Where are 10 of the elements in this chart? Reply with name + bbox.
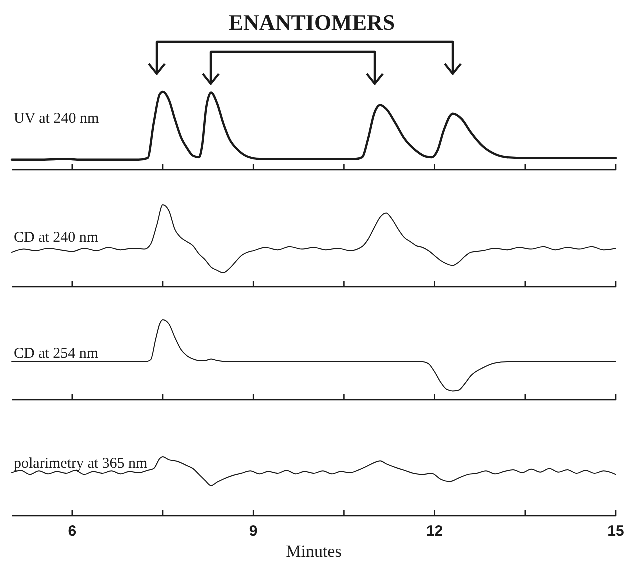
text: UV at 240 nm bbox=[14, 111, 100, 127]
x-tick-label: 12 bbox=[426, 523, 444, 540]
x-tick-label: 6 bbox=[68, 523, 77, 540]
series-label: CD at 254 nm bbox=[14, 346, 99, 362]
text: ENANTIOMERS bbox=[228, 10, 396, 35]
x-tick-label: 9 bbox=[249, 523, 258, 540]
x-axis-title: Minutes bbox=[286, 542, 342, 561]
x-tick-label: 15 bbox=[608, 523, 624, 540]
series-label: CD at 240 nm bbox=[14, 230, 99, 246]
series-label: polarimetry at 365 nm bbox=[14, 456, 148, 472]
